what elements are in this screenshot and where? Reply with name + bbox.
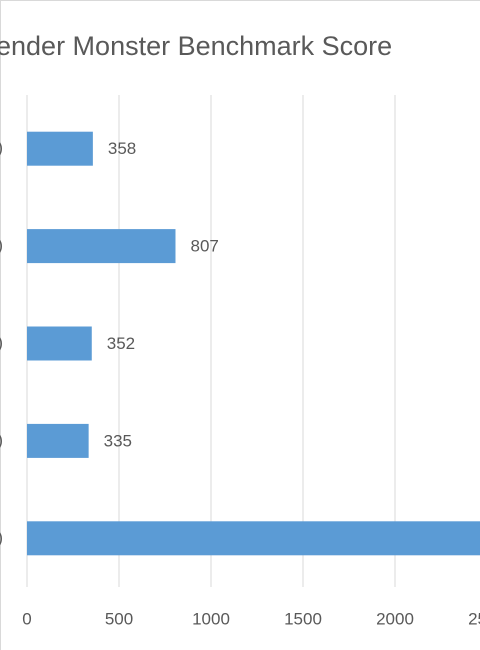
x-tick-label: 2000 [376,609,414,628]
bar [27,521,480,556]
y-tick-label: ) [0,333,3,352]
bar [27,326,92,361]
data-label: 352 [107,334,135,353]
y-tick-label: ) [0,528,3,547]
x-tick-label: 1000 [192,609,230,628]
x-tick-label: 2500 [468,609,480,628]
x-tick-label: 500 [105,609,133,628]
bar [27,229,176,264]
x-tick-label: 0 [22,609,31,628]
x-tick-label: 1500 [284,609,322,628]
data-label: 335 [104,431,132,450]
y-tick-label: ) [0,236,3,255]
bar [27,423,89,458]
y-tick-label: ) [0,430,3,449]
data-label: 807 [190,237,218,256]
bar [27,131,93,166]
data-label: 358 [108,139,136,158]
chart-title: ender Monster Benchmark Score [0,31,392,61]
y-tick-label: ) [0,138,3,157]
